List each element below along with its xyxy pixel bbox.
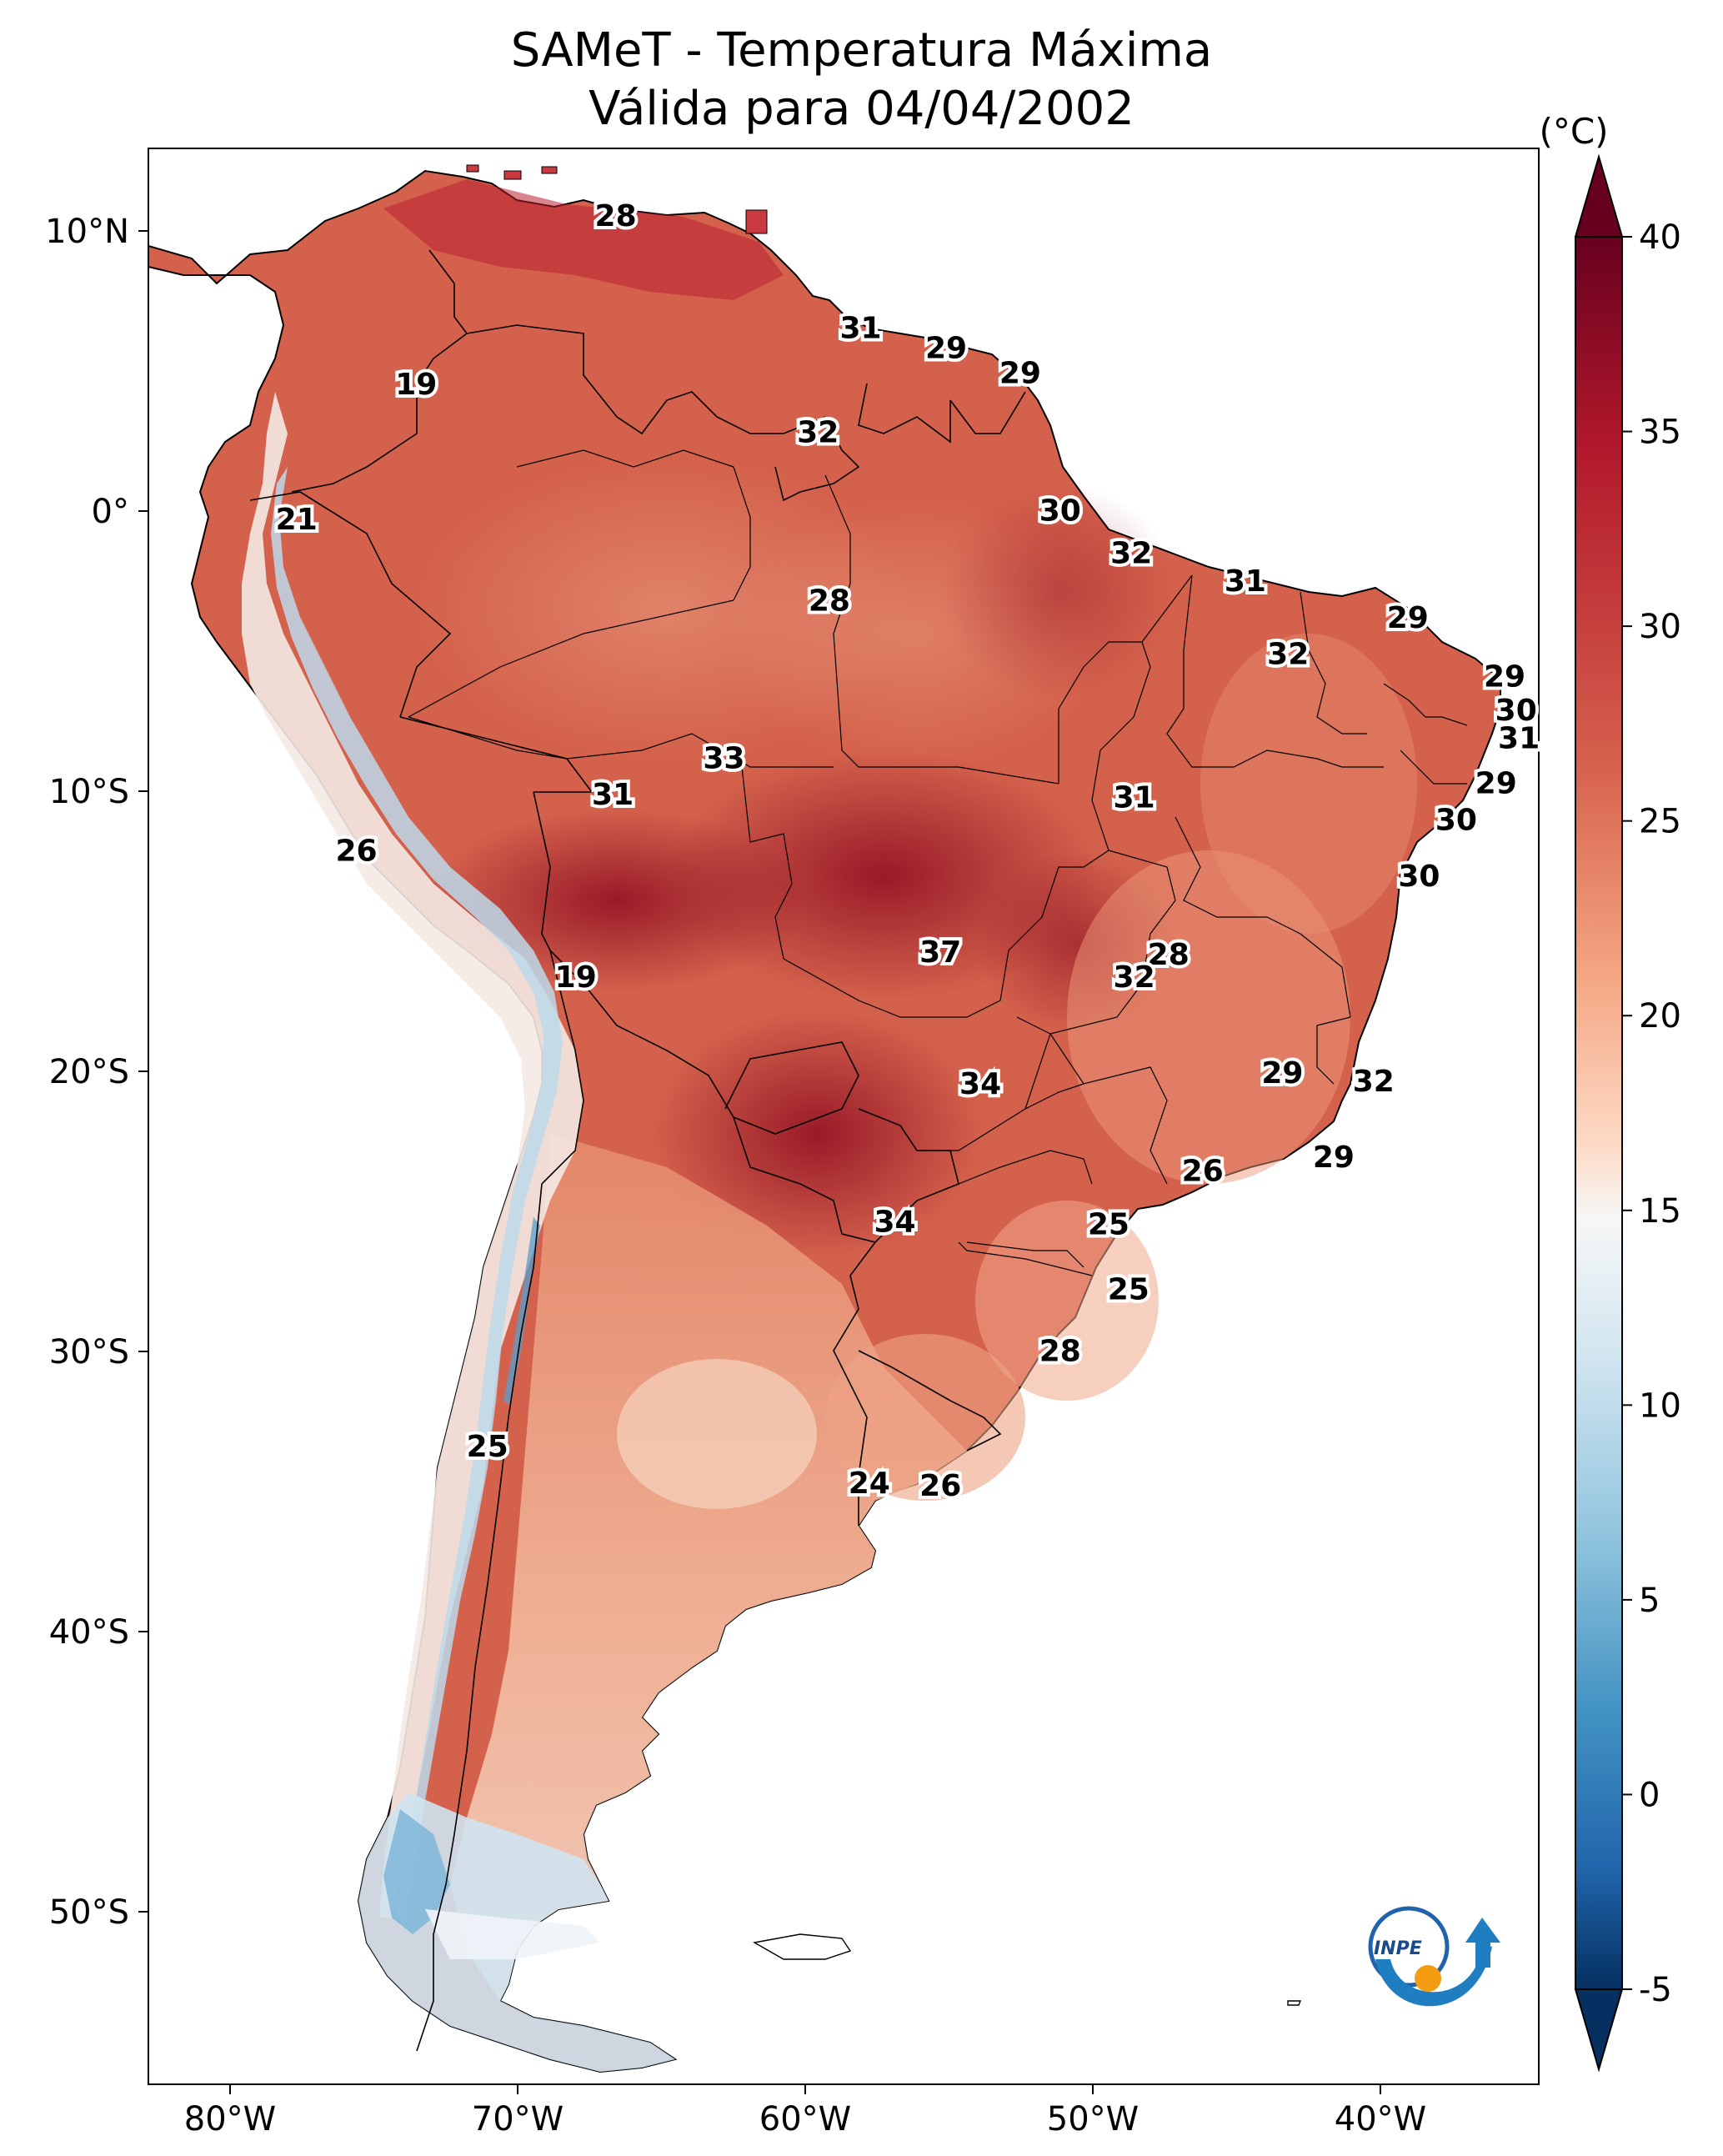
x-tick-50w: 50°W [1047, 2100, 1139, 2138]
map-subtitle: Válida para 04/04/2002 [589, 82, 1134, 136]
contour-label: 19 [555, 960, 597, 995]
contour-label: 34 [959, 1067, 1001, 1101]
y-tick-30s: 30°S [49, 1333, 129, 1371]
contour-label: 29 [1261, 1056, 1303, 1091]
colorbar-tick-label: 25 [1639, 803, 1681, 841]
contour-label: 31 [1498, 722, 1540, 756]
patagonia-white-strip [425, 1909, 600, 1959]
colorbar-tick-label: 35 [1639, 414, 1681, 452]
warm-patch-south-brazil [975, 1201, 1159, 1401]
contour-label: 30 [1495, 694, 1537, 728]
y-axis: 10°N 0° 10°S 20°S 30°S 40°S 50°S [45, 213, 148, 1932]
contour-label: 32 [1110, 536, 1152, 570]
contour-label: 29 [999, 357, 1041, 391]
contour-label: 31 [1225, 564, 1266, 599]
contour-label: 31 [839, 312, 881, 346]
contour-label: 25 [1108, 1272, 1150, 1306]
colorbar-top-arrow [1574, 153, 1624, 238]
x-tick-70w: 70°W [472, 2100, 563, 2138]
contour-label: 37 [919, 935, 961, 970]
x-tick-40w: 40°W [1335, 2100, 1426, 2138]
contour-label: 29 [925, 331, 967, 365]
y-tick-0: 0° [92, 493, 129, 531]
y-tick-10s: 10°S [49, 773, 129, 811]
caribbean-islands [466, 164, 768, 234]
contour-label: 32 [1353, 1065, 1395, 1099]
colorbar-unit: (°C) [1539, 111, 1608, 152]
contour-label: 26 [335, 835, 377, 869]
heat-zone-paraguay [650, 1009, 984, 1259]
contour-label: 30 [1435, 804, 1477, 838]
map-title: SAMeT - Temperatura Máxima [510, 23, 1213, 78]
contour-label: 29 [1313, 1141, 1355, 1175]
contour-label: 32 [1114, 960, 1155, 995]
cool-zone-south [450, 1134, 967, 2001]
contour-label: 24 [849, 1467, 890, 1501]
colorbar-body [1575, 236, 1623, 1990]
warm-patch-pampas [617, 1359, 817, 1509]
contour-label: 25 [467, 1430, 508, 1464]
warm-patch-northeast [1200, 634, 1417, 934]
y-tick-50s: 50°S [49, 1893, 129, 1932]
warm-patch-uruguay [825, 1334, 1025, 1501]
contour-label: 30 [1398, 860, 1440, 894]
x-tick-80w: 80°W [184, 2100, 276, 2138]
y-tick-40s: 40°S [49, 1613, 129, 1652]
colorbar-tick-label: 40 [1639, 218, 1681, 257]
colorbar-tick-label: 5 [1639, 1582, 1660, 1620]
x-axis: 80°W 70°W 60°W 50°W 40°W [184, 2084, 1426, 2138]
warm-patch-southeast [1067, 850, 1350, 1184]
contour-label: 29 [1387, 601, 1429, 635]
contour-label: 32 [1267, 638, 1309, 672]
contour-label: 26 [1182, 1155, 1224, 1189]
colorbar-ticks: 40 35 30 25 20 15 10 5 0 -5 [1622, 218, 1681, 2009]
x-tick-60w: 60°W [759, 2100, 851, 2138]
contour-label: 29 [1484, 660, 1525, 694]
colorbar-tick-label: 30 [1639, 608, 1681, 646]
contour-label: 29 [1475, 767, 1517, 801]
contour-label: 30 [1039, 494, 1081, 529]
contour-label: 31 [1114, 781, 1155, 815]
islands [752, 1933, 1302, 2006]
colorbar-tick-label: 10 [1639, 1386, 1681, 1425]
contour-label: 28 [809, 584, 850, 619]
heat-zone-para-north [942, 484, 1175, 700]
inpe-logo: INPE [1368, 1906, 1500, 2007]
contour-label: 31 [592, 778, 634, 812]
andes-deep-blue [503, 1217, 540, 1405]
state-borders [408, 449, 1468, 1276]
contour-label: 34 [874, 1205, 915, 1239]
colorbar-bottom-arrow [1574, 1988, 1624, 2073]
colorbar-tick-label: 0 [1639, 1776, 1660, 1814]
inpe-logo-text: INPE [1374, 1938, 1422, 1959]
contour-label: 26 [919, 1469, 961, 1503]
colorbar-tick-label: -5 [1639, 1971, 1672, 2009]
contour-label: 19 [395, 368, 437, 402]
colorbar-tick-label: 15 [1639, 1192, 1681, 1231]
contour-label: 28 [1039, 1334, 1081, 1368]
y-tick-20s: 20°S [49, 1053, 129, 1091]
y-tick-10n: 10°N [45, 213, 129, 251]
contour-label: 28 [595, 199, 637, 233]
contour-label: 25 [1088, 1208, 1129, 1242]
colorbar: (°C) 40 35 30 25 20 15 10 5 0 -5 [1539, 111, 1681, 2073]
contour-label: 28 [1148, 938, 1190, 972]
heat-zone-north [383, 179, 784, 300]
colorbar-tick-label: 20 [1639, 997, 1681, 1035]
andes-cool-strip [242, 392, 584, 1918]
contour-label: 21 [276, 503, 318, 537]
country-borders [249, 249, 1026, 2052]
patagonia-blue [383, 1809, 450, 1934]
contour-label: 32 [797, 415, 839, 449]
contour-label: 33 [703, 741, 744, 775]
